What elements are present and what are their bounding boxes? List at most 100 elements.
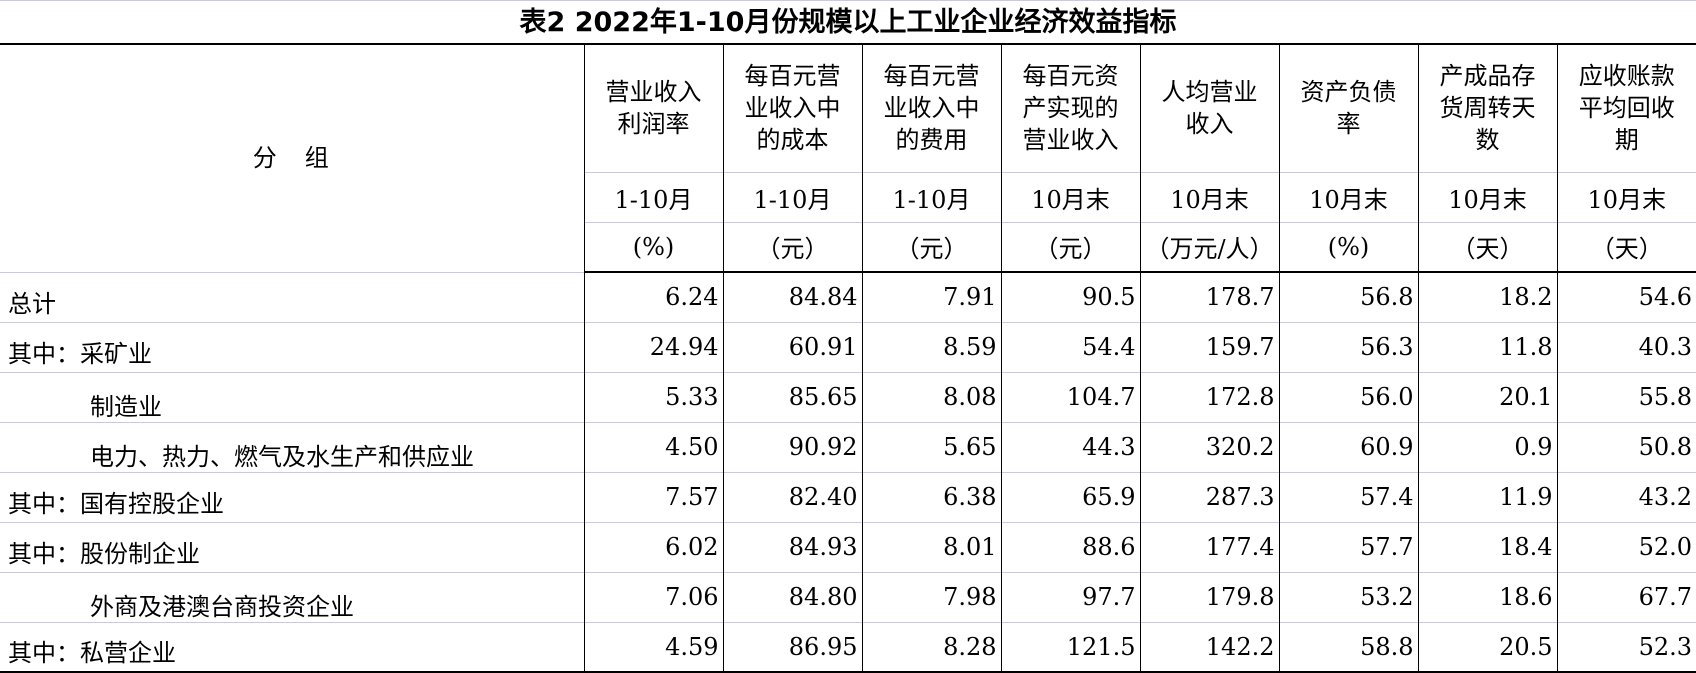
row-label: 制造业 xyxy=(0,371,584,422)
cell-value: 90.92 xyxy=(722,421,862,472)
cell-value: 54.4 xyxy=(1000,321,1140,372)
cell-value: 67.7 xyxy=(1556,571,1696,622)
column-period: 1-10月 xyxy=(583,171,723,222)
cell-value: 121.5 xyxy=(1000,621,1140,673)
cell-value: 8.28 xyxy=(861,621,1001,673)
cell-value: 85.65 xyxy=(722,371,862,422)
cell-value: 6.38 xyxy=(861,471,1001,522)
cell-value: 8.59 xyxy=(861,321,1001,372)
row-label: 电力、热力、燃气及水生产和供应业 xyxy=(0,421,584,472)
column-period: 10月末 xyxy=(1556,171,1696,222)
column-period: 10月末 xyxy=(1278,171,1418,222)
row-label: 其中：国有控股企业 xyxy=(0,471,584,522)
cell-value: 54.6 xyxy=(1556,271,1696,322)
cell-value: 4.59 xyxy=(583,621,723,673)
column-name: 每百元营业收入中的费用 xyxy=(861,43,1001,172)
column-name: 人均营业收入 xyxy=(1139,43,1279,172)
cell-value: 52.0 xyxy=(1556,521,1696,572)
column-name: 营业收入利润率 xyxy=(583,43,723,172)
table-row: 其中：私营企业 4.59 86.95 8.28 121.5 142.2 58.8 20.5 52… xyxy=(0,621,1696,673)
cell-value: 84.93 xyxy=(722,521,862,572)
cell-value: 142.2 xyxy=(1139,621,1279,673)
group-header: 分 组 xyxy=(0,43,584,272)
column-unit: （元） xyxy=(1000,221,1140,273)
cell-value: 56.8 xyxy=(1278,271,1418,322)
cell-value: 7.57 xyxy=(583,471,723,522)
cell-value: 50.8 xyxy=(1556,421,1696,472)
row-label: 其中：私营企业 xyxy=(0,621,584,673)
table-row: 外商及港澳台商投资企业 7.06 84.80 7.98 97.7 179.8 53.2 18.… xyxy=(0,571,1696,622)
row-label: 总计 xyxy=(0,271,584,322)
cell-value: 60.91 xyxy=(722,321,862,372)
column-period: 1-10月 xyxy=(722,171,862,222)
column-unit: (%) xyxy=(1278,221,1418,273)
column-name: 每百元资产实现的营业收入 xyxy=(1000,43,1140,172)
table-body: 总计 6.24 84.84 7.91 90.5 178.7 56.8 18.2 54.6 其中：采… xyxy=(0,271,1696,673)
cell-value: 7.91 xyxy=(861,271,1001,322)
row-label: 其中：股份制企业 xyxy=(0,521,584,572)
column-name: 每百元营业收入中的成本 xyxy=(722,43,862,172)
cell-value: 18.2 xyxy=(1417,271,1557,322)
cell-value: 5.65 xyxy=(861,421,1001,472)
cell-value: 11.8 xyxy=(1417,321,1557,372)
cell-value: 84.80 xyxy=(722,571,862,622)
column-name: 应收账款平均回收期 xyxy=(1556,43,1696,172)
cell-value: 6.02 xyxy=(583,521,723,572)
cell-value: 56.0 xyxy=(1278,371,1418,422)
cell-value: 8.08 xyxy=(861,371,1001,422)
cell-value: 82.40 xyxy=(722,471,862,522)
cell-value: 7.06 xyxy=(583,571,723,622)
cell-value: 5.33 xyxy=(583,371,723,422)
column-period: 1-10月 xyxy=(861,171,1001,222)
cell-value: 11.9 xyxy=(1417,471,1557,522)
cell-value: 97.7 xyxy=(1000,571,1140,622)
column-name: 资产负债率 xyxy=(1278,43,1418,172)
table-row: 其中：采矿业 24.94 60.91 8.59 54.4 159.7 56.3 11.8 40.… xyxy=(0,321,1696,372)
table-header: 分 组营业收入利润率 每百元营业收入中的成本 每百元营业收入中的费用 每百元资产实现的… xyxy=(0,43,1696,273)
column-unit: （元） xyxy=(722,221,862,273)
cell-value: 44.3 xyxy=(1000,421,1140,472)
cell-value: 24.94 xyxy=(583,321,723,372)
cell-value: 43.2 xyxy=(1556,471,1696,522)
cell-value: 57.7 xyxy=(1278,521,1418,572)
row-label: 其中：采矿业 xyxy=(0,321,584,372)
cell-value: 53.2 xyxy=(1278,571,1418,622)
cell-value: 65.9 xyxy=(1000,471,1140,522)
cell-value: 320.2 xyxy=(1139,421,1279,472)
cell-value: 84.84 xyxy=(722,271,862,322)
cell-value: 172.8 xyxy=(1139,371,1279,422)
table-row: 总计 6.24 84.84 7.91 90.5 178.7 56.8 18.2 54.6 xyxy=(0,271,1696,322)
cell-value: 7.98 xyxy=(861,571,1001,622)
cell-value: 104.7 xyxy=(1000,371,1140,422)
column-unit: （天） xyxy=(1417,221,1557,273)
cell-value: 159.7 xyxy=(1139,321,1279,372)
cell-value: 60.9 xyxy=(1278,421,1418,472)
cell-value: 8.01 xyxy=(861,521,1001,572)
table-row: 其中：股份制企业 6.02 84.93 8.01 88.6 177.4 57.7 18.4 52… xyxy=(0,521,1696,572)
table-title: 表2 2022年1-10月份规模以上工业企业经济效益指标 xyxy=(0,0,1696,43)
cell-value: 40.3 xyxy=(1556,321,1696,372)
table-row: 其中：国有控股企业 7.57 82.40 6.38 65.9 287.3 57.4 11.9 4… xyxy=(0,471,1696,522)
column-unit: (%) xyxy=(583,221,723,273)
column-unit: （元） xyxy=(861,221,1001,273)
cell-value: 179.8 xyxy=(1139,571,1279,622)
cell-value: 52.3 xyxy=(1556,621,1696,673)
column-unit: （万元/人） xyxy=(1139,221,1279,273)
cell-value: 88.6 xyxy=(1000,521,1140,572)
cell-value: 20.1 xyxy=(1417,371,1557,422)
column-unit: （天） xyxy=(1556,221,1696,273)
table-row: 电力、热力、燃气及水生产和供应业 4.50 90.92 5.65 44.3 320.2 60… xyxy=(0,421,1696,472)
cell-value: 90.5 xyxy=(1000,271,1140,322)
cell-value: 18.6 xyxy=(1417,571,1557,622)
column-name: 产成品存货周转天数 xyxy=(1417,43,1557,172)
row-label: 外商及港澳台商投资企业 xyxy=(0,571,584,622)
cell-value: 178.7 xyxy=(1139,271,1279,322)
table-row: 制造业 5.33 85.65 8.08 104.7 172.8 56.0 20.1 55.8 xyxy=(0,371,1696,422)
cell-value: 86.95 xyxy=(722,621,862,673)
cell-value: 20.5 xyxy=(1417,621,1557,673)
cell-value: 6.24 xyxy=(583,271,723,322)
cell-value: 4.50 xyxy=(583,421,723,472)
cell-value: 56.3 xyxy=(1278,321,1418,372)
cell-value: 0.9 xyxy=(1417,421,1557,472)
